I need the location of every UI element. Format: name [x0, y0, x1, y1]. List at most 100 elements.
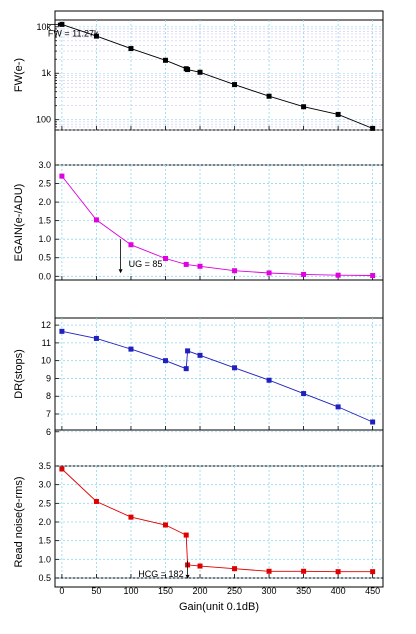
y-tick-label: 1.5: [38, 216, 51, 226]
data-point: [197, 263, 203, 269]
y-axis-label: FW(e-): [13, 58, 25, 92]
data-point: [183, 366, 189, 372]
series-line: [61, 23, 373, 129]
y-tick-label: 0.5: [38, 573, 51, 583]
data-point: [266, 270, 272, 276]
y-tick-label: 100: [36, 115, 51, 125]
data-point: [128, 242, 134, 248]
y-tick-label: 1.0: [38, 554, 51, 564]
annotation-arrowhead: [57, 22, 62, 27]
series-line: [61, 330, 373, 423]
panel-fw: 100 1k 10k FW(e-) FW = 11.27k: [13, 19, 384, 131]
y-tick-label: 1k: [41, 68, 51, 78]
data-point: [128, 46, 134, 52]
annotation-label: FW = 11.27k: [48, 28, 99, 38]
data-point: [335, 272, 341, 278]
x-tick-label: 0: [59, 586, 64, 596]
data-point: [301, 104, 307, 110]
data-point: [128, 514, 134, 520]
y-axis-label: DR(stops): [13, 349, 25, 399]
data-point: [162, 57, 168, 63]
y-tick-label: 2.0: [38, 197, 51, 207]
data-point: [185, 67, 191, 73]
data-point: [301, 391, 307, 397]
data-point: [183, 261, 189, 267]
data-point: [370, 569, 376, 575]
x-tick-label: 250: [227, 586, 242, 596]
series-line: [61, 468, 373, 573]
data-point: [183, 532, 189, 538]
data-point: [162, 255, 168, 261]
y-tick-label: 1.5: [38, 536, 51, 546]
data-point: [59, 328, 65, 334]
data-point: [162, 522, 168, 528]
panel-frame: [54, 317, 384, 431]
data-point: [266, 377, 272, 383]
x-axis-label: Gain(unit 0.1dB): [179, 601, 259, 613]
data-point: [93, 335, 99, 341]
data-point: [370, 273, 376, 279]
x-tick-label: 450: [365, 586, 380, 596]
data-point: [301, 568, 307, 574]
y-tick-label: 8: [46, 391, 51, 401]
data-point: [197, 69, 203, 75]
data-point: [197, 563, 203, 569]
data-point: [162, 358, 168, 364]
data-point: [370, 419, 376, 425]
data-point: [128, 346, 134, 352]
data-point: [232, 566, 238, 572]
y-tick-label: 1.0: [38, 234, 51, 244]
panel-frame: [54, 164, 384, 281]
series-line: [61, 175, 373, 276]
y-tick-label: 11: [42, 338, 51, 348]
data-point: [93, 33, 99, 39]
y-tick-label: 2.0: [38, 517, 51, 527]
figure-frame: [54, 10, 384, 588]
y-axis-label: Read noise(e-rms): [13, 476, 25, 567]
y-tick-label: 0.5: [38, 253, 51, 263]
data-point: [185, 348, 191, 354]
data-point: [335, 111, 341, 117]
data-point: [232, 82, 238, 88]
data-point: [93, 217, 99, 223]
data-point: [232, 268, 238, 274]
data-point: [93, 498, 99, 504]
x-tick-label: 150: [158, 586, 173, 596]
data-point: [59, 173, 65, 179]
y-tick-label: 3.5: [38, 461, 51, 471]
y-axis-label: EGAIN(e-/ADU): [13, 184, 25, 262]
x-tick-label: 50: [91, 586, 101, 596]
data-point: [370, 125, 376, 131]
data-point: [335, 569, 341, 575]
y-tick-label: 2.5: [38, 179, 51, 189]
data-point: [266, 93, 272, 99]
x-tick-label: 350: [296, 586, 311, 596]
y-tick-label: 7: [46, 409, 51, 419]
data-point: [335, 404, 341, 410]
y-tick-label: 9: [46, 373, 51, 383]
x-tick-label: 400: [331, 586, 346, 596]
data-point: [266, 568, 272, 574]
data-point: [197, 352, 203, 358]
data-point: [232, 365, 238, 371]
panel-egain: 0.0 0.5 1.0 1.5 2.0 2.5 3.0 EGAIN(e-/ADU) UG = 8…: [13, 160, 384, 281]
y-tick-label: 10: [41, 356, 51, 366]
y-tick-label: 12: [41, 320, 51, 330]
annotation-arrowhead: [185, 574, 190, 579]
y-tick-label: 3.0: [38, 160, 51, 170]
y-tick-label: 0.0: [38, 271, 51, 281]
x-tick-label: 300: [262, 586, 277, 596]
panel-rn: 0.5 1.0 1.5 2.0 2.5 3.0 3.5 Read noise(e-rms) HC…: [13, 461, 384, 583]
annotation-label: UG = 85: [129, 259, 163, 269]
panel-dr: 6 7 8 9 10 11 12 DR(stops): [13, 317, 384, 437]
x-tick-label: 100: [123, 586, 138, 596]
y-tick-label: 3.0: [38, 480, 51, 490]
y-tick-label: 6: [46, 427, 51, 437]
data-point: [59, 466, 65, 472]
data-point: [301, 271, 307, 277]
annotation-arrowhead: [118, 269, 123, 274]
y-tick-label: 10k: [36, 22, 51, 32]
y-tick-label: 2.5: [38, 498, 51, 508]
x-tick-label: 200: [192, 586, 207, 596]
